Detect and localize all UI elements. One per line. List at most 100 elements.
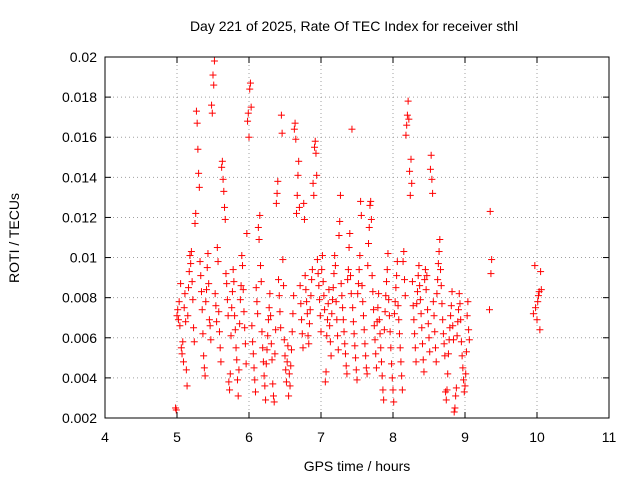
data-point	[275, 276, 283, 284]
data-point	[339, 304, 347, 312]
data-point	[351, 342, 359, 350]
data-point	[295, 157, 303, 165]
y-tick-label: 0.014	[62, 169, 97, 185]
data-point	[437, 266, 445, 274]
data-point	[377, 344, 385, 352]
data-point	[380, 326, 388, 334]
data-point	[251, 388, 259, 396]
data-point	[306, 306, 314, 314]
data-point	[317, 328, 325, 336]
data-point	[376, 330, 384, 338]
data-point	[291, 119, 299, 127]
data-point	[305, 340, 313, 348]
data-point	[453, 332, 461, 340]
data-point	[366, 201, 374, 209]
data-point	[367, 197, 375, 205]
data-point	[249, 350, 257, 358]
data-point	[285, 392, 293, 400]
data-point	[362, 364, 370, 372]
data-point	[282, 378, 290, 386]
data-point	[444, 350, 452, 358]
data-point	[205, 316, 213, 324]
data-point	[228, 288, 236, 296]
data-point	[461, 382, 469, 390]
data-points	[172, 57, 545, 416]
data-point	[294, 171, 302, 179]
data-point	[431, 344, 439, 352]
data-point	[217, 358, 225, 366]
data-point	[184, 312, 192, 320]
data-point	[332, 298, 340, 306]
data-point	[245, 133, 253, 141]
data-point	[390, 398, 398, 406]
data-point	[413, 288, 421, 296]
data-point	[260, 372, 268, 380]
y-axis-label: ROTI / TECUs	[6, 193, 22, 283]
data-point	[191, 219, 199, 227]
data-point	[352, 366, 360, 374]
data-point	[372, 364, 380, 372]
data-point	[406, 167, 414, 175]
data-point	[183, 382, 191, 390]
data-point	[532, 304, 540, 312]
y-tick-label: 0.008	[62, 290, 97, 306]
data-point	[464, 298, 472, 306]
data-point	[216, 344, 224, 352]
data-point	[395, 316, 403, 324]
data-point	[385, 312, 393, 320]
data-point	[282, 366, 290, 374]
data-point	[354, 280, 362, 288]
data-point	[246, 85, 254, 93]
data-point	[429, 189, 437, 197]
data-point	[172, 406, 180, 414]
data-point	[399, 258, 407, 266]
data-point	[293, 191, 301, 199]
data-point	[383, 266, 391, 274]
data-point	[292, 135, 300, 143]
data-point	[334, 346, 342, 354]
data-point	[359, 312, 367, 320]
data-point	[298, 330, 306, 338]
data-point	[229, 266, 237, 274]
data-point	[303, 298, 311, 306]
data-point	[236, 296, 244, 304]
data-point	[458, 352, 466, 360]
data-point	[416, 282, 424, 290]
data-point	[236, 320, 244, 328]
data-point	[428, 175, 436, 183]
data-point	[422, 286, 430, 294]
data-point	[188, 278, 196, 286]
data-point	[295, 203, 303, 211]
data-point	[192, 107, 200, 115]
data-point	[233, 356, 241, 364]
data-point	[405, 115, 413, 123]
data-point	[180, 304, 188, 312]
data-point	[379, 386, 387, 394]
data-point	[272, 326, 280, 334]
data-point	[235, 366, 243, 374]
data-point	[396, 344, 404, 352]
data-point	[400, 248, 408, 256]
x-tick-label: 10	[529, 429, 545, 445]
data-point	[175, 298, 183, 306]
data-point	[447, 302, 455, 310]
data-point	[391, 298, 399, 306]
data-point	[257, 278, 265, 286]
data-point	[395, 330, 403, 338]
data-point	[318, 252, 326, 260]
data-point	[372, 350, 380, 358]
data-point	[531, 262, 539, 270]
data-point	[226, 386, 234, 394]
data-point	[242, 360, 250, 368]
data-point	[362, 352, 370, 360]
data-point	[300, 215, 308, 223]
data-point	[421, 266, 429, 274]
data-point	[331, 252, 339, 260]
data-point	[465, 336, 473, 344]
data-point	[456, 300, 464, 308]
x-tick-label: 7	[317, 429, 325, 445]
data-point	[347, 272, 355, 280]
data-point	[455, 290, 463, 298]
data-point	[238, 252, 246, 260]
data-point	[441, 352, 449, 360]
